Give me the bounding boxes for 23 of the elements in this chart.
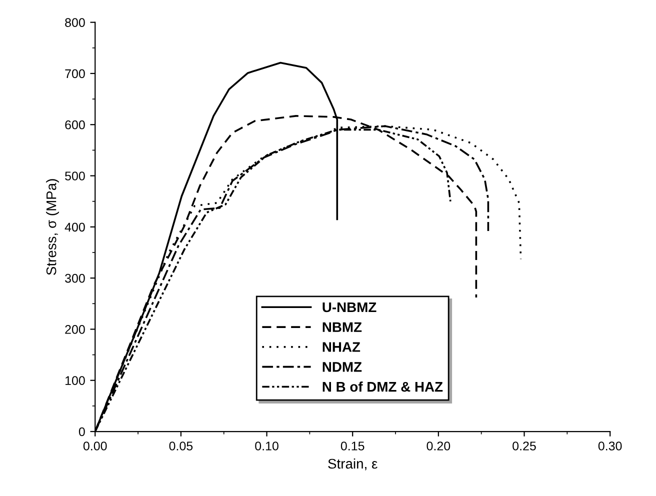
x-tick-label: 0.10 <box>255 442 278 450</box>
legend-label: NBMZ <box>322 322 362 332</box>
y-tick-label: 100 <box>65 376 85 386</box>
legend-label: NDMZ <box>322 362 362 372</box>
y-tick-label: 700 <box>65 69 85 78</box>
y-tick-label: 600 <box>65 120 85 130</box>
y-tick-label: 300 <box>65 274 85 283</box>
y-tick-label: 800 <box>65 18 85 27</box>
y-axis-title: Stress, σ (MPa) <box>46 179 59 275</box>
x-tick-label: 0.30 <box>598 442 622 450</box>
y-tick-label: 0 <box>78 427 85 436</box>
legend-label: NHAZ <box>322 342 360 352</box>
y-tick-label: 200 <box>65 325 85 334</box>
legend-label: U-NBMZ <box>322 302 376 312</box>
x-tick-label: 0.15 <box>340 442 364 450</box>
legend-label: N B of DMZ & HAZ <box>322 382 443 392</box>
x-tick-label: 0.20 <box>426 442 450 450</box>
x-axis-title: Strain, ε <box>328 458 378 470</box>
x-tick-label: 0.05 <box>169 442 193 450</box>
x-tick-label: 0.00 <box>83 442 107 450</box>
x-tick-label: 0.25 <box>512 442 536 450</box>
y-tick-label: 400 <box>64 222 85 232</box>
y-tick-label: 500 <box>65 172 85 180</box>
